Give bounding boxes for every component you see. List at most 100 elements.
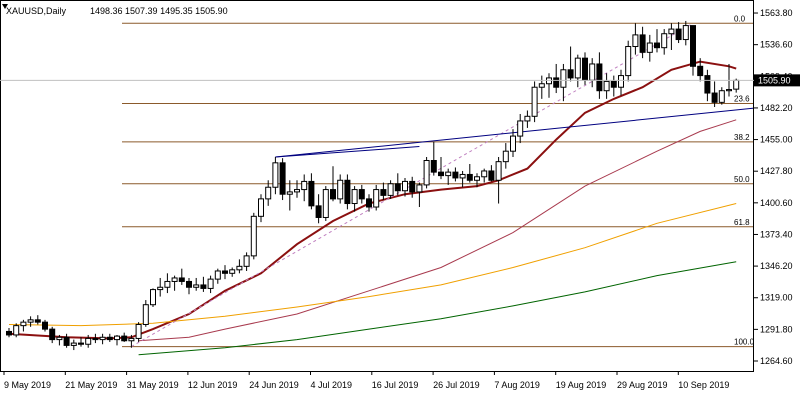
x-tick-label: 12 Jun 2019 [188,380,238,390]
candle-body [236,265,243,271]
candle-body [589,63,596,81]
candle-body [279,162,286,195]
candle-body [690,25,696,67]
x-tick-label: 7 Aug 2019 [494,380,540,390]
candle-body [430,159,437,173]
candle-body [661,33,668,49]
candle-body [243,255,250,267]
candle-body [380,189,387,196]
candle-body [466,173,473,181]
candle-body [178,277,185,282]
moving-average-line [138,119,737,342]
candle-body [200,284,207,289]
candle-body [34,319,41,323]
candle-body [128,337,135,342]
x-tick-label: 9 May 2019 [4,380,51,390]
candle-body [322,189,329,218]
x-tick-label: 21 May 2019 [65,380,117,390]
candle-body [20,321,27,327]
candle-body [272,162,279,188]
candle-body [646,42,653,53]
candle-body [517,120,524,137]
candle-body [92,337,99,341]
candle-body [106,336,113,341]
y-tick-label: 1291.80 [760,324,793,334]
moving-average-layer [8,60,737,356]
candle-body [560,69,567,88]
candle-body [121,335,128,342]
candle-body [265,186,272,200]
candle-body [582,57,588,81]
candle-body [639,34,646,53]
candle-body [135,323,142,339]
candle-body [301,180,308,191]
candle-body [531,86,538,117]
chevron-down-icon[interactable] [2,4,8,9]
candle-body [423,159,430,186]
x-tick-label: 4 Jul 2019 [311,380,353,390]
candle-body [481,170,488,178]
candle-body [63,336,70,346]
candle-body [13,325,20,336]
candle-body [286,191,293,195]
candle-body [668,28,675,35]
candle-body [222,270,228,274]
candle-body [682,25,689,41]
current-price-marker: 1505.90 [0,74,800,87]
fib-level-label: 38.2 [734,133,750,142]
candle-body [85,337,92,345]
candle-body [315,205,322,218]
candle-body [27,319,34,323]
candle-body [344,179,351,205]
symbol-label: XAUUSD,Daily [6,6,67,16]
candle-body [409,180,416,193]
x-tick-label: 24 Jun 2019 [249,380,299,390]
candle-body [610,80,617,88]
x-tick-label: 16 Jul 2019 [372,380,419,390]
fib-level-label: 0.0 [734,14,746,23]
candle-body [394,183,401,192]
y-tick-label: 1373.40 [760,229,793,239]
fib-level-label: 100.0 [734,338,755,347]
y-tick-label: 1346.20 [760,261,793,271]
trendline [275,107,755,158]
candle-body [366,198,372,208]
candle-body [675,28,682,41]
candle-body [474,176,480,181]
candle-body [229,269,236,274]
axes-layer [0,0,754,372]
moving-average-line [138,261,737,356]
candle-body [330,189,336,200]
candle-body [488,170,495,181]
x-tick-label: 19 Aug 2019 [556,380,607,390]
candle-body [186,280,192,288]
candle-body [214,270,221,280]
candle-body [171,277,178,282]
candle-body [459,173,466,179]
candle-body [142,304,149,325]
candle-body [373,189,380,208]
candle-body [402,180,408,192]
candle-body [618,75,624,88]
y-axis-ticks: 1563.801536.601509.401482.201455.001427.… [754,8,793,366]
candle-body [697,65,704,77]
candle-body [718,90,725,103]
candle-body [733,79,740,90]
y-tick-label: 1400.60 [760,198,793,208]
moving-average-line [8,60,737,340]
moving-average-line [8,203,737,327]
candle-body [596,63,603,92]
candle-body [56,336,63,341]
y-tick-label: 1563.80 [760,8,793,18]
candle-body [524,115,531,122]
candle-body [258,198,264,217]
candle-body [193,284,200,288]
ohlc-label: 1498.36 1507.39 1495.35 1505.90 [90,6,228,16]
candle-body [416,184,423,193]
candle-body [445,171,452,177]
candle-body [308,180,315,207]
candle-body [567,69,574,79]
candle-body [538,83,545,88]
